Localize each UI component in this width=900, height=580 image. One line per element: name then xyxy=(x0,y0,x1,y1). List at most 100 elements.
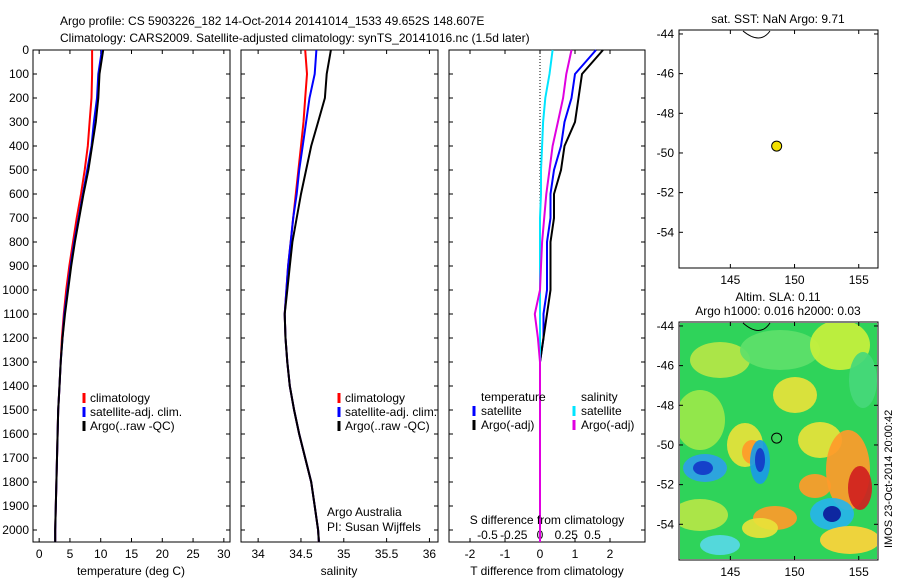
y-tick-label: 800 xyxy=(9,235,29,249)
x-tick-label: 30 xyxy=(217,547,231,561)
sla-map-frame xyxy=(678,321,879,561)
temperature-panel xyxy=(32,49,231,543)
map-x-tick-label: 155 xyxy=(849,565,869,579)
x-tick-label: 20 xyxy=(156,547,170,561)
map-y-tick-label: -48 xyxy=(657,398,675,412)
coastline-contour xyxy=(742,30,771,39)
map-y-tick-label: -46 xyxy=(657,359,675,373)
y-tick-label: 1300 xyxy=(2,355,29,369)
y-tick-label: 100 xyxy=(9,67,29,81)
imos-timestamp: IMOS 23-Oct-2014 20:00:42 xyxy=(883,410,895,548)
sla-anomaly-patch xyxy=(849,352,877,408)
sla-map: 145 150 155 -44 -46 -48 -50 -52 -54 xyxy=(657,319,879,579)
map-y-tick-label: -46 xyxy=(657,67,675,81)
figure-title-line1: Argo profile: CS 5903226_182 14-Oct-2014… xyxy=(60,14,484,28)
x-tick-label: 35.5 xyxy=(375,547,399,561)
salinity-legend-label: Argo(..raw -QC) xyxy=(345,419,430,433)
map-y-tick-label: -54 xyxy=(657,225,675,239)
map-y-tick-label: -48 xyxy=(657,106,675,120)
argo-location-marker xyxy=(771,432,783,444)
diff-legend-header-salinity: salinity xyxy=(581,390,618,404)
map-x-tick-label: 150 xyxy=(785,565,805,579)
x-tick-label: 0 xyxy=(36,547,43,561)
salinity-legend-label: satellite-adj. clim. xyxy=(345,405,437,419)
sla-anomaly-patch xyxy=(820,526,877,554)
s-tick-label: -0.5 xyxy=(477,528,498,542)
y-tick-label: 1600 xyxy=(2,427,29,441)
x-tick-label: 0 xyxy=(537,547,544,561)
temperature-plot: 0100200300400500600700800900100011001200… xyxy=(2,43,231,561)
sla-anomaly-patch xyxy=(680,390,725,450)
map-x-tick-label: 155 xyxy=(849,273,869,287)
sla-anomaly-patch xyxy=(848,466,872,510)
y-tick-label: 1000 xyxy=(2,283,29,297)
salinity-legend-label: climatology xyxy=(345,391,405,405)
x-tick-label: 25 xyxy=(186,547,200,561)
map-y-tick-label: -44 xyxy=(657,27,675,41)
temperature-legend-label: satellite-adj. clim. xyxy=(90,405,182,419)
s-tick-label: 0.5 xyxy=(584,528,601,542)
salinity-series-argo xyxy=(283,49,332,543)
x-tick-label: 1 xyxy=(572,547,579,561)
diff-legend-label: Argo(-adj) xyxy=(581,418,634,432)
map-y-tick-label: -50 xyxy=(657,146,675,160)
salinity-panel xyxy=(240,49,439,543)
map-y-tick-label: -54 xyxy=(657,517,675,531)
map-x-tick-label: 145 xyxy=(720,273,740,287)
sla-anomaly-patch xyxy=(742,518,778,538)
x-tick-label: 34.5 xyxy=(289,547,313,561)
x-tick-label: 34 xyxy=(251,547,265,561)
diff-legend-label: satellite xyxy=(481,404,522,418)
map-y-tick-label: -52 xyxy=(657,478,675,492)
sla-anomaly-patch xyxy=(773,377,817,413)
x-tick-label: -2 xyxy=(465,547,476,561)
sst-map: 145 150 155 -44 -46 -48 -50 -52 -54 xyxy=(657,27,878,287)
figure-title-line2: Climatology: CARS2009. Satellite-adjuste… xyxy=(60,31,530,45)
argo-location-marker xyxy=(771,140,783,152)
temperature-legend-label: Argo(..raw -QC) xyxy=(90,419,175,433)
y-tick-label: 1100 xyxy=(3,307,29,321)
salinity-plot: 34 34.5 35 35.5 36 climatologysatellite-adj. … xyxy=(241,49,438,561)
x-tick-label: -1 xyxy=(500,547,511,561)
x-tick-label: 35 xyxy=(337,547,351,561)
temperature-xlabel: temperature (deg C) xyxy=(77,564,185,578)
y-tick-label: 500 xyxy=(9,163,29,177)
pi-label: PI: Susan Wijffels xyxy=(327,520,421,534)
s-tick-label: 0.25 xyxy=(555,528,579,542)
sla-anomaly-patch xyxy=(700,535,740,555)
sst-map-title: sat. SST: NaN Argo: 9.71 xyxy=(711,12,845,26)
temperature-legend-label: climatology xyxy=(90,391,150,405)
y-tick-label: 1200 xyxy=(2,331,29,345)
y-tick-label: 200 xyxy=(9,91,29,105)
difference-xlabel-T: T difference from climatology xyxy=(470,564,624,578)
s-tick-label: -0.25 xyxy=(500,528,528,542)
sla-anomaly-patch xyxy=(823,506,841,522)
y-tick-label: 700 xyxy=(9,211,29,225)
sla-anomaly-patch xyxy=(740,330,820,370)
sla-anomaly-patch xyxy=(690,342,750,378)
difference-xlabel-S: S difference from climatology xyxy=(470,513,625,527)
x-tick-label: 2 xyxy=(607,547,614,561)
x-tick-label: 15 xyxy=(125,547,139,561)
y-tick-label: 1500 xyxy=(2,403,29,417)
sla-heatmap xyxy=(680,323,877,559)
temperature-series-argo xyxy=(54,49,105,542)
map-y-tick-label: -52 xyxy=(657,186,675,200)
y-tick-label: 900 xyxy=(9,259,29,273)
salinity-xlabel: salinity xyxy=(321,564,358,578)
y-tick-label: 2000 xyxy=(2,523,29,537)
coastline-contour xyxy=(742,322,771,331)
diff-legend-header-temperature: temperature xyxy=(481,390,546,404)
diff-legend-label: Argo(-adj) xyxy=(481,418,534,432)
y-tick-label: 1700 xyxy=(2,451,29,465)
x-tick-label: 36 xyxy=(423,547,437,561)
y-tick-label: 1800 xyxy=(2,475,29,489)
map-y-tick-label: -50 xyxy=(657,438,675,452)
sla-anomaly-patch xyxy=(680,499,728,531)
x-tick-label: 10 xyxy=(94,547,108,561)
y-tick-label: 600 xyxy=(9,187,29,201)
y-tick-label: 0 xyxy=(22,43,29,57)
map-y-tick-label: -44 xyxy=(657,319,675,333)
